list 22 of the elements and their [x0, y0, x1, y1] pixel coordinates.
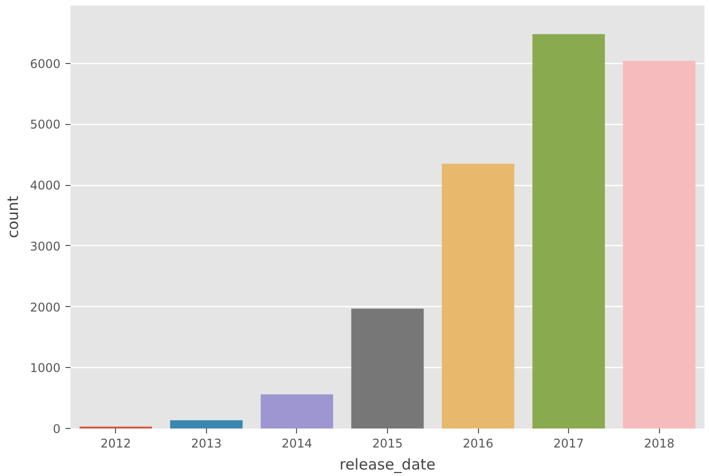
y-axis-title: count	[4, 196, 22, 238]
x-tick-label: 2017	[553, 436, 584, 450]
x-tick-label: 2014	[282, 436, 312, 450]
bar	[622, 60, 696, 428]
x-tick-label: 2015	[372, 436, 403, 450]
y-tick-label: 2000	[30, 300, 61, 314]
y-tick-label: 0	[52, 422, 61, 436]
y-tick-label: 6000	[30, 56, 61, 71]
y-tick-label: 5000	[30, 118, 61, 132]
bar	[442, 164, 514, 428]
bar	[170, 420, 243, 428]
y-tick-label: 1000	[30, 361, 61, 376]
bar	[351, 308, 424, 428]
bar	[260, 394, 334, 428]
bar	[532, 34, 605, 428]
y-tick-label: 3000	[30, 239, 61, 254]
x-tick-label: 2013	[191, 436, 222, 450]
x-tick-label: 2018	[644, 436, 674, 450]
x-axis-title: release_date	[339, 456, 436, 474]
y-tick-label: 4000	[30, 178, 61, 193]
x-tick-label: 2016	[462, 436, 494, 450]
x-tick-label: 2012	[100, 436, 132, 450]
